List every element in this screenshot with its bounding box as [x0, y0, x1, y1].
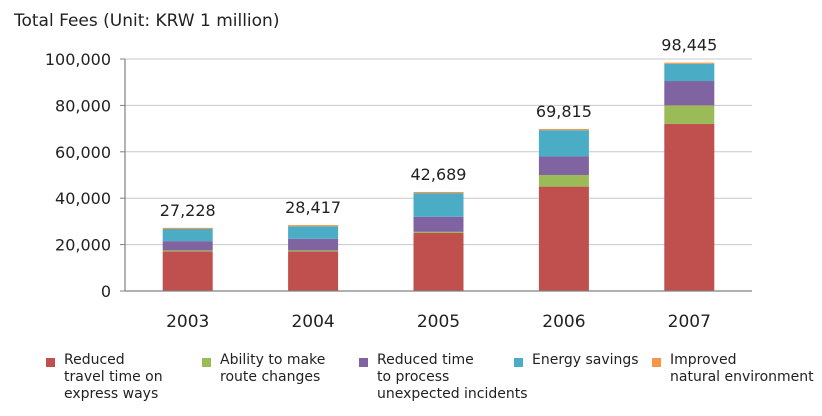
bar-segment-1: [288, 250, 339, 252]
bar-segment-4: [288, 225, 339, 227]
legend-label: Energy savings: [532, 352, 639, 368]
bar-segment-0: [162, 251, 213, 291]
x-tick-label: 2007: [668, 312, 711, 332]
bar-segment-2: [413, 216, 464, 232]
bar-segment-2: [664, 81, 715, 106]
bar-segment-3: [413, 193, 464, 217]
bar-segment-0: [288, 251, 339, 291]
bar-total-label: 98,445: [661, 36, 717, 55]
legend-item-environment: Improved natural environment: [652, 352, 814, 386]
legend-item-incidents: Reduced time to process unexpected incid…: [359, 352, 528, 403]
bar-segment-0: [413, 233, 464, 291]
legend-swatch: [46, 358, 55, 367]
bar-segment-2: [162, 241, 213, 251]
legend-label: Improved natural environment: [670, 352, 814, 385]
bar-total-label: 42,689: [411, 165, 467, 184]
legend-swatch: [652, 358, 661, 367]
bar-total-label: 28,417: [285, 198, 341, 217]
bar-segment-4: [162, 227, 213, 229]
bar-total-label: 69,815: [536, 102, 592, 121]
bar-segment-3: [288, 226, 339, 239]
bar-segment-0: [664, 123, 715, 292]
bar-segment-2: [538, 156, 589, 175]
bar-segment-3: [162, 228, 213, 242]
x-tick-label: 2006: [542, 312, 585, 332]
x-tick-label: 2005: [417, 312, 460, 332]
x-tick-label: 2004: [291, 312, 334, 332]
y-tick-label: 20,000: [55, 236, 111, 255]
legend-item-energy: Energy savings: [514, 352, 639, 369]
legend-label: Reduced travel time on express ways: [64, 352, 163, 402]
bar-segment-1: [538, 175, 589, 187]
chart-title: Total Fees (Unit: KRW 1 million): [14, 11, 280, 31]
legend-item-travel-time: Reduced travel time on express ways: [46, 352, 163, 403]
y-tick-label: 60,000: [55, 143, 111, 162]
bar-segment-1: [664, 105, 715, 124]
bar-segment-1: [162, 250, 213, 252]
y-tick-label: 40,000: [55, 189, 111, 208]
x-tick-label: 2003: [166, 312, 209, 332]
bar-segment-2: [288, 238, 339, 251]
bar-segment-3: [538, 130, 589, 157]
bar-segment-3: [664, 63, 715, 82]
bar-segment-1: [413, 231, 464, 233]
legend-swatch: [514, 358, 523, 367]
legend-item-route-changes: Ability to make route changes: [202, 352, 325, 386]
bar-segment-4: [538, 129, 589, 131]
y-tick-label: 100,000: [45, 50, 111, 69]
legend-swatch: [359, 358, 368, 367]
bar-segment-4: [413, 191, 464, 194]
legend-swatch: [202, 358, 211, 367]
y-tick-label: 80,000: [55, 96, 111, 115]
legend-label: Reduced time to process unexpected incid…: [377, 352, 528, 402]
chart-legend: Reduced travel time on express ways Abil…: [0, 352, 822, 412]
bar-segment-0: [538, 186, 589, 291]
bar-segment-4: [664, 62, 715, 64]
legend-label: Ability to make route changes: [220, 352, 326, 385]
bar-total-label: 27,228: [160, 201, 216, 220]
y-tick-label: 0: [101, 282, 111, 301]
